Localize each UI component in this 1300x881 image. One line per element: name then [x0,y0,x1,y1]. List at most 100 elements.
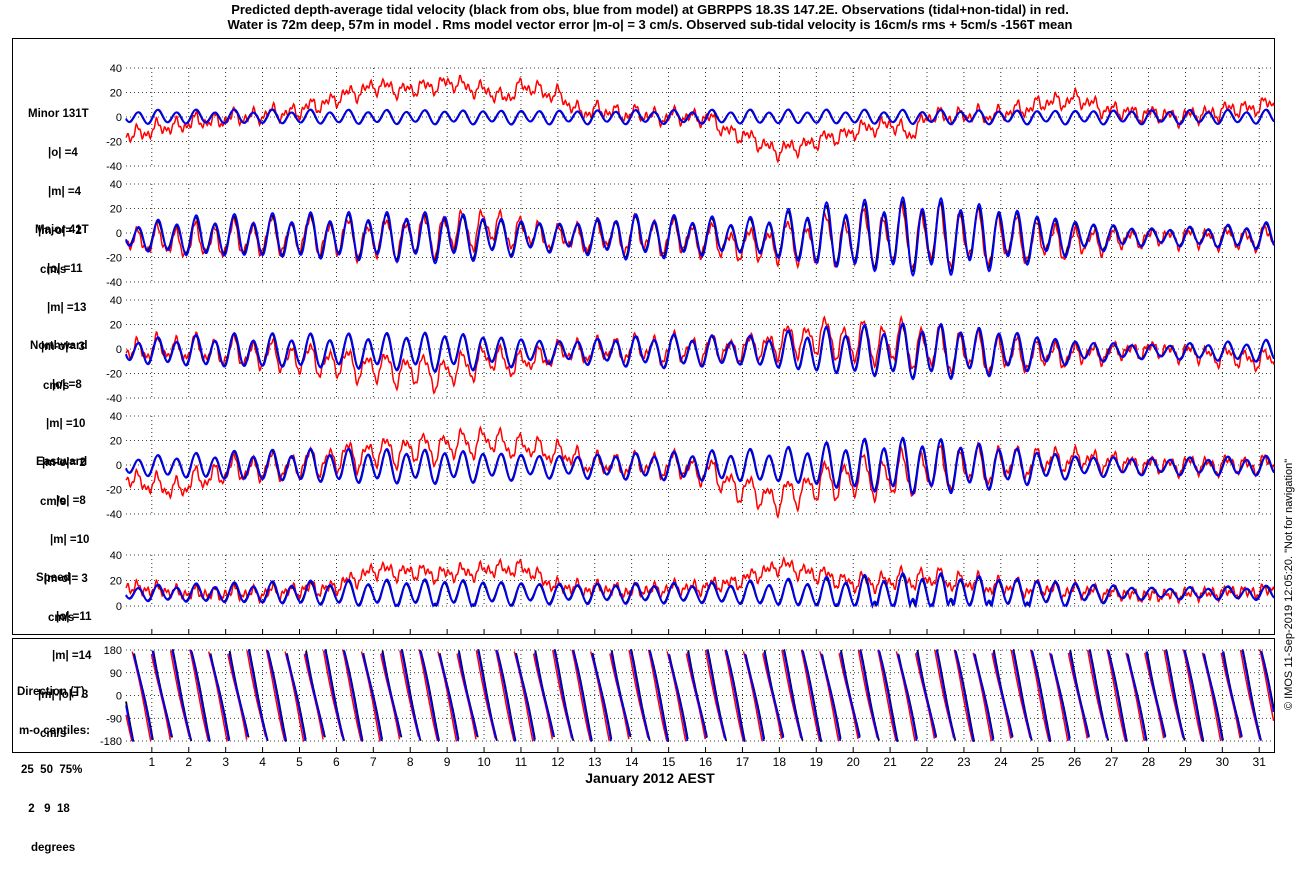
series-line-model [125,571,1275,609]
y-tick-label: -90 [106,713,122,725]
y-tick-label: 0 [116,228,122,240]
label-line: |o| =11 [56,611,92,623]
label-line: |m|-|o|= 3 [38,689,89,701]
x-axis-label: January 2012 AEST [585,770,715,786]
x-tick-label: 15 [662,755,676,769]
x-tick-label: 8 [407,755,414,769]
x-tick-label: 30 [1216,755,1230,769]
x-tick-label: 18 [773,755,787,769]
y-tick-label: 40 [110,295,122,307]
y-tick-label: 40 [110,411,122,423]
chart-title: Predicted depth-average tidal velocity (… [231,2,1069,17]
x-tick-label: 28 [1142,755,1156,769]
series-line-model [125,196,1275,278]
x-tick-label: 11 [515,755,528,769]
x-tick-label: 24 [994,755,1008,769]
label-line: |m-o|= 3 [41,341,85,353]
x-tick-label: 21 [883,755,897,769]
series-line-observed [125,555,1275,605]
series-line-model [125,436,1275,496]
label-line: Direction (T) [17,686,85,698]
series-line-model [125,322,1275,381]
label-line: degrees [31,842,76,854]
label-line: Minor 131T [28,108,89,120]
y-tick-label: -20 [106,369,122,381]
label-line: 2 9 18 [25,803,70,815]
x-tick-label: 23 [957,755,971,769]
label-line: cm/s [48,612,75,624]
label-line: |o| =8 [56,495,86,507]
x-tick-label: 31 [1253,755,1267,769]
y-tick-label: 0 [116,601,122,613]
label-line: cm/s [40,264,67,276]
label-line: cm/s [43,380,70,392]
label-line: |m| =13 [47,302,87,314]
label-line: Speed [36,572,71,584]
label-line: |m-o|= 3 [44,573,88,585]
series-line-observed [125,314,1275,395]
y-tick-label: 40 [110,63,122,75]
y-tick-label: -20 [106,485,122,497]
y-tick-label: -40 [106,161,122,173]
label-line: |o| =8 [52,379,82,391]
y-tick-label: 20 [110,576,122,588]
y-tick-label: 0 [116,112,122,124]
x-tick-label: 10 [477,755,491,769]
series-line-model [125,649,1275,742]
label-line: Northward [30,340,88,352]
y-tick-label: -40 [106,509,122,521]
label-line: |m| =10 [50,534,90,546]
panel-label-speed: Speed |o| =11 |m| =14 |m|-|o|= 3 cm/s [36,546,92,767]
panel-label-minor: Minor 131T |o| =4 |m| =4 |m-o|= 2 cm/s [28,82,89,303]
y-tick-label: 0 [116,691,122,703]
label-line: Eastward [36,456,88,468]
x-tick-label: 20 [847,755,861,769]
label-line: cm/s [40,728,67,740]
label-line: |m| =10 [46,418,86,430]
y-tick-label: 20 [110,204,122,216]
series-line-observed [125,74,1275,164]
y-tick-label: 0 [116,460,122,472]
chart-subtitle: Water is 72m deep, 57m in model . Rms mo… [227,17,1073,32]
x-tick-label: 13 [588,755,602,769]
label-line: m-o centiles: [19,725,90,737]
x-tick-label: 9 [444,755,451,769]
figure: Predicted depth-average tidal velocity (… [12,2,1295,854]
upper-frame [12,38,1275,635]
y-tick-label: -40 [106,393,122,405]
x-tick-label: 29 [1179,755,1193,769]
panel-label-north: Northward |o| =8 |m| =10 |m-o|= 2 cm/s [30,314,88,535]
x-tick-label: 12 [551,755,565,769]
label-line: |m-o|= 2 [38,225,82,237]
series-line-obs-tidal [125,200,1275,273]
x-tick-label: 17 [736,755,750,769]
x-tick-label: 27 [1105,755,1119,769]
x-tick-label: 26 [1068,755,1082,769]
x-tick-label: 5 [296,755,303,769]
y-tick-label: 20 [110,88,122,100]
y-tick-label: 20 [110,436,122,448]
label-line: |o| =4 [48,147,78,159]
label-line: 25 50 75% [21,764,83,776]
x-tick-label: 6 [333,755,340,769]
label-line: Major 41T [35,224,89,236]
series-line-observed [125,198,1275,273]
x-tick-label: 14 [625,755,639,769]
y-tick-label: -20 [106,253,122,265]
label-line: |m| =4 [48,186,81,198]
series-line-model [125,108,1275,126]
label-line: |o| =11 [47,263,83,275]
panel-label-major: Major 41T |o| =11 |m| =13 |m-o|= 3 cm/s [35,198,89,419]
x-tick-label: 3 [222,755,229,769]
label-line: cm/s [40,496,67,508]
y-tick-label: 0 [116,344,122,356]
plot-area: 1 2 3 4 5 6 7 8 9 10 11 12 13 14 15 16 17 18 19 20 21 22 23 24 2… [12,38,1275,769]
y-tick-label: -20 [106,137,122,149]
y-tick-label: 40 [110,550,122,562]
y-tick-label: 40 [110,179,122,191]
y-tick-label: 180 [104,645,122,657]
lower-frame [12,638,1275,753]
x-tick-label: 1 [148,755,155,769]
x-tick-label: 19 [810,755,824,769]
x-tick-label: 25 [1031,755,1045,769]
